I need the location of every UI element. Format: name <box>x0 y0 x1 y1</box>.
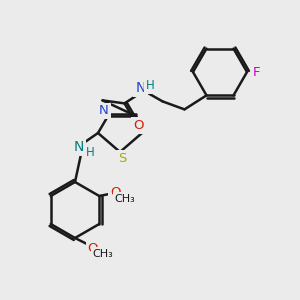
Text: CH₃: CH₃ <box>93 249 113 259</box>
Text: F: F <box>253 65 261 79</box>
Text: O: O <box>110 185 121 199</box>
Text: H: H <box>85 146 94 158</box>
Text: N: N <box>135 81 146 95</box>
Text: H: H <box>146 79 155 92</box>
Text: S: S <box>118 152 126 164</box>
Text: N: N <box>74 140 84 154</box>
Text: N: N <box>99 104 109 118</box>
Text: O: O <box>88 242 98 254</box>
Text: CH₃: CH₃ <box>115 194 136 204</box>
Text: O: O <box>133 119 144 132</box>
